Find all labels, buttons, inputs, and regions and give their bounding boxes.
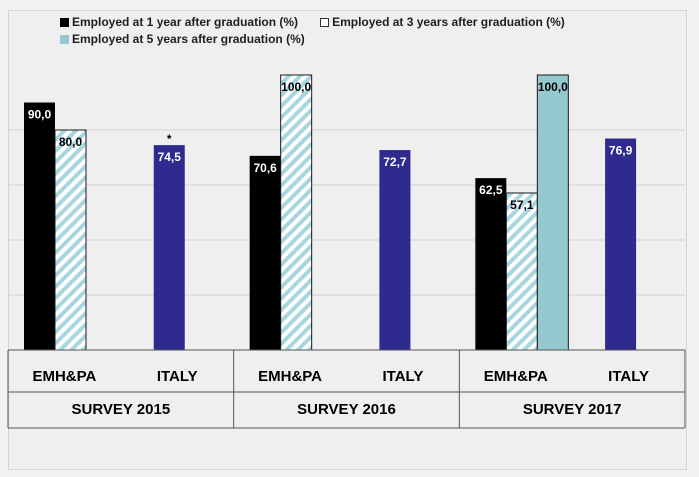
bar bbox=[475, 178, 507, 350]
bar bbox=[379, 150, 411, 350]
value-labels-layer: 90,0 80,0 74,5 * 70,6 100,0 72,7 62,5 57,1 100,0 7… bbox=[28, 80, 633, 212]
bar bbox=[280, 74, 313, 351]
survey-label: SURVEY 2017 bbox=[523, 401, 622, 418]
category-label: ITALY bbox=[608, 368, 649, 385]
bar bbox=[536, 74, 569, 351]
gridlines bbox=[8, 129, 685, 296]
category-label: EMH&PA bbox=[32, 368, 96, 385]
value-label: 100,0 bbox=[281, 80, 311, 94]
value-label: 90,0 bbox=[28, 108, 52, 122]
category-label: EMH&PA bbox=[484, 368, 548, 385]
annotation-mark: * bbox=[167, 132, 172, 146]
legend-swatch-1yr bbox=[60, 18, 69, 27]
value-label: 74,5 bbox=[158, 150, 182, 164]
value-label: 76,9 bbox=[609, 144, 633, 158]
legend-label-5yr: Employed at 5 years after graduation (%) bbox=[72, 32, 305, 46]
bar bbox=[249, 155, 281, 350]
legend-item-3yr: Employed at 3 years after graduation (%) bbox=[320, 14, 565, 31]
category-label: ITALY bbox=[382, 368, 423, 385]
bar bbox=[505, 192, 538, 351]
category-label: EMH&PA bbox=[258, 368, 322, 385]
legend-swatch-5yr bbox=[60, 35, 69, 44]
legend-label-3yr: Employed at 3 years after graduation (%) bbox=[332, 15, 565, 29]
legend-item-5yr: Employed at 5 years after graduation (%) bbox=[60, 31, 305, 48]
survey-label: SURVEY 2015 bbox=[71, 401, 170, 418]
legend-swatch-3yr bbox=[320, 18, 330, 27]
value-label: 57,1 bbox=[510, 198, 534, 212]
bars-layer bbox=[24, 74, 637, 351]
bar bbox=[54, 129, 87, 351]
category-axis: EMH&PA ITALY SURVEY 2015 EMH&PA ITALY SURVEY … bbox=[7, 349, 686, 429]
value-label: 70,6 bbox=[253, 161, 277, 175]
category-label: ITALY bbox=[157, 368, 198, 385]
value-label: 80,0 bbox=[59, 135, 83, 149]
legend: Employed at 1 year after graduation (%) … bbox=[60, 14, 690, 48]
bar bbox=[605, 138, 637, 350]
value-label: 72,7 bbox=[383, 155, 407, 169]
legend-item-1yr: Employed at 1 year after graduation (%) bbox=[60, 14, 298, 31]
value-label: 100,0 bbox=[538, 80, 568, 94]
survey-label: SURVEY 2016 bbox=[297, 401, 396, 418]
bar bbox=[153, 145, 185, 350]
legend-label-1yr: Employed at 1 year after graduation (%) bbox=[72, 15, 299, 29]
bar bbox=[24, 102, 55, 350]
value-label: 62,5 bbox=[479, 183, 503, 197]
